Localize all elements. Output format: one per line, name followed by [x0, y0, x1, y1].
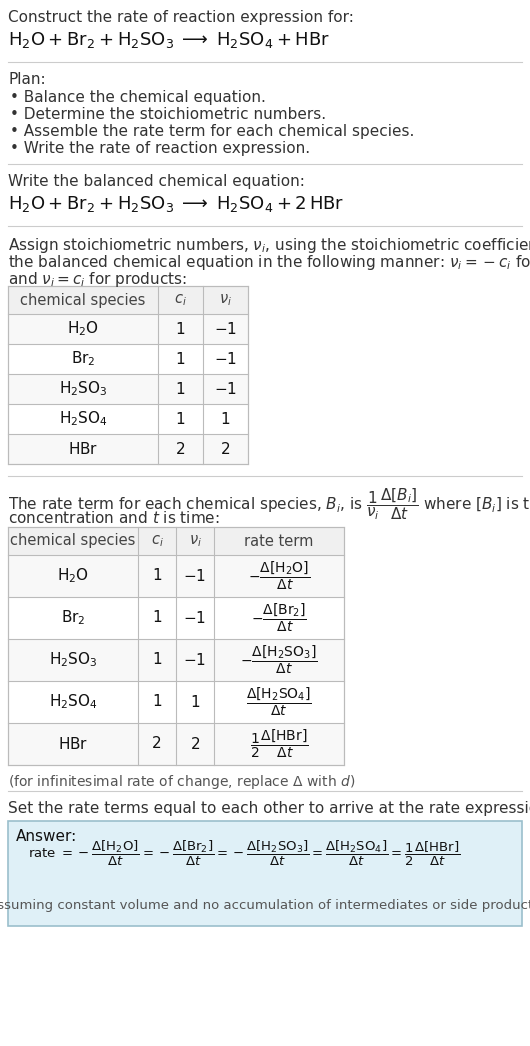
- Text: • Write the rate of reaction expression.: • Write the rate of reaction expression.: [10, 141, 310, 156]
- Text: 2: 2: [152, 736, 162, 751]
- Text: $\mathrm{H_2SO_3}$: $\mathrm{H_2SO_3}$: [59, 380, 107, 399]
- Text: (for infinitesimal rate of change, replace $\Delta$ with $d$): (for infinitesimal rate of change, repla…: [8, 773, 355, 791]
- Text: rate $= -\dfrac{\Delta[\mathrm{H_2O}]}{\Delta t} = -\dfrac{\Delta[\mathrm{Br_2}]: rate $= -\dfrac{\Delta[\mathrm{H_2O}]}{\…: [28, 839, 460, 867]
- Text: $-\dfrac{\Delta[\mathrm{H_2SO_3}]}{\Delta t}$: $-\dfrac{\Delta[\mathrm{H_2SO_3}]}{\Delt…: [240, 644, 318, 676]
- Text: $\nu_i$: $\nu_i$: [219, 292, 232, 308]
- Text: (assuming constant volume and no accumulation of intermediates or side products): (assuming constant volume and no accumul…: [0, 899, 530, 912]
- Text: $\mathrm{H_2SO_4}$: $\mathrm{H_2SO_4}$: [49, 692, 98, 711]
- Text: $-\dfrac{\Delta[\mathrm{H_2O}]}{\Delta t}$: $-\dfrac{\Delta[\mathrm{H_2O}]}{\Delta t…: [248, 560, 310, 592]
- Bar: [8, 374, 248, 404]
- Bar: [8, 286, 248, 464]
- Bar: [8, 527, 344, 555]
- Text: The rate term for each chemical species, $B_i$, is $\dfrac{1}{\nu_i}\dfrac{\Delt: The rate term for each chemical species,…: [8, 486, 530, 522]
- Text: rate term: rate term: [244, 533, 314, 548]
- Text: $\mathrm{HBr}$: $\mathrm{HBr}$: [68, 441, 98, 457]
- Text: • Assemble the rate term for each chemical species.: • Assemble the rate term for each chemic…: [10, 124, 414, 139]
- Text: 1: 1: [152, 611, 162, 626]
- Text: $\nu_i$: $\nu_i$: [189, 533, 201, 549]
- Text: 1: 1: [152, 568, 162, 584]
- Bar: [8, 344, 248, 374]
- Text: 1: 1: [152, 695, 162, 709]
- Bar: [8, 821, 522, 926]
- Bar: [8, 434, 248, 464]
- Text: $-1$: $-1$: [214, 381, 237, 397]
- Text: $-1$: $-1$: [183, 610, 207, 626]
- Text: chemical species: chemical species: [10, 533, 136, 548]
- Text: Answer:: Answer:: [16, 829, 77, 844]
- Text: $c_i$: $c_i$: [174, 292, 187, 308]
- Bar: [8, 723, 344, 765]
- Text: 1: 1: [175, 351, 186, 366]
- Text: $\mathrm{H_2SO_4}$: $\mathrm{H_2SO_4}$: [59, 410, 108, 429]
- Text: $\mathrm{H_2O}$: $\mathrm{H_2O}$: [57, 567, 89, 586]
- Text: Assign stoichiometric numbers, $\nu_i$, using the stoichiometric coefficients, $: Assign stoichiometric numbers, $\nu_i$, …: [8, 236, 530, 255]
- Text: • Determine the stoichiometric numbers.: • Determine the stoichiometric numbers.: [10, 107, 326, 122]
- Text: $\mathrm{H_2O}$: $\mathrm{H_2O}$: [67, 320, 99, 338]
- Text: $2$: $2$: [220, 441, 231, 457]
- Text: the balanced chemical equation in the following manner: $\nu_i = -c_i$ for react: the balanced chemical equation in the fo…: [8, 253, 530, 272]
- Text: and $\nu_i = c_i$ for products:: and $\nu_i = c_i$ for products:: [8, 270, 187, 289]
- Text: 1: 1: [152, 653, 162, 667]
- Text: Plan:: Plan:: [8, 72, 46, 87]
- Text: $1$: $1$: [220, 411, 231, 427]
- Text: Set the rate terms equal to each other to arrive at the rate expression:: Set the rate terms equal to each other t…: [8, 801, 530, 816]
- Text: $1$: $1$: [190, 693, 200, 710]
- Text: $\mathrm{Br_2}$: $\mathrm{Br_2}$: [61, 609, 85, 628]
- Text: chemical species: chemical species: [20, 293, 146, 308]
- Text: 1: 1: [175, 321, 186, 337]
- Text: $\mathrm{H_2SO_3}$: $\mathrm{H_2SO_3}$: [49, 651, 98, 669]
- Bar: [8, 527, 344, 765]
- Text: $\mathrm{Br_2}$: $\mathrm{Br_2}$: [70, 349, 95, 368]
- Text: $-\dfrac{\Delta[\mathrm{Br_2}]}{\Delta t}$: $-\dfrac{\Delta[\mathrm{Br_2}]}{\Delta t…: [251, 601, 307, 634]
- Bar: [8, 404, 248, 434]
- Text: 1: 1: [175, 382, 186, 396]
- Text: 1: 1: [175, 411, 186, 427]
- Text: $-1$: $-1$: [214, 351, 237, 367]
- Text: $\mathrm{H_2O + Br_2 + H_2SO_3 \;\longrightarrow\; H_2SO_4 + 2\,HBr}$: $\mathrm{H_2O + Br_2 + H_2SO_3 \;\longri…: [8, 194, 344, 214]
- Text: $\dfrac{1}{2}\dfrac{\Delta[\mathrm{HBr}]}{\Delta t}$: $\dfrac{1}{2}\dfrac{\Delta[\mathrm{HBr}]…: [250, 728, 308, 760]
- Text: $-1$: $-1$: [183, 652, 207, 668]
- Text: concentration and $t$ is time:: concentration and $t$ is time:: [8, 510, 220, 526]
- Text: $\mathrm{H_2O + Br_2 + H_2SO_3 \;\longrightarrow\; H_2SO_4 + HBr}$: $\mathrm{H_2O + Br_2 + H_2SO_3 \;\longri…: [8, 30, 330, 50]
- Bar: [8, 639, 344, 681]
- Bar: [8, 681, 344, 723]
- Text: Construct the rate of reaction expression for:: Construct the rate of reaction expressio…: [8, 10, 354, 25]
- Text: $c_i$: $c_i$: [151, 533, 163, 549]
- Bar: [8, 597, 344, 639]
- Text: $2$: $2$: [190, 736, 200, 752]
- Bar: [8, 555, 344, 597]
- Bar: [8, 314, 248, 344]
- Text: 2: 2: [175, 441, 186, 456]
- Text: $-1$: $-1$: [214, 321, 237, 337]
- Text: • Balance the chemical equation.: • Balance the chemical equation.: [10, 90, 266, 105]
- Text: $-1$: $-1$: [183, 568, 207, 584]
- Text: $\dfrac{\Delta[\mathrm{H_2SO_4}]}{\Delta t}$: $\dfrac{\Delta[\mathrm{H_2SO_4}]}{\Delta…: [246, 686, 312, 719]
- Text: Write the balanced chemical equation:: Write the balanced chemical equation:: [8, 174, 305, 189]
- Bar: [8, 286, 248, 314]
- Text: $\mathrm{HBr}$: $\mathrm{HBr}$: [58, 736, 88, 752]
